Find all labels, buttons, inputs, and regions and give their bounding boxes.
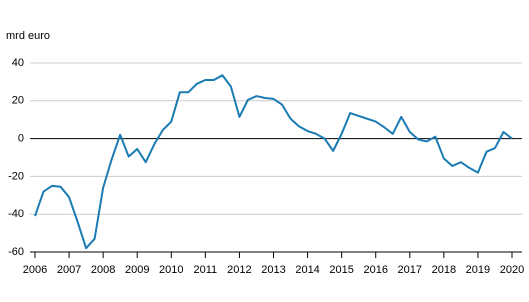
x-tick-label: 2013 (261, 264, 285, 276)
x-tick-label: 2014 (295, 264, 319, 276)
y-tick-label: 0 (18, 133, 24, 145)
x-tick-label: 2019 (466, 264, 490, 276)
x-tick-label: 2018 (432, 264, 456, 276)
line (34, 74, 513, 250)
x-tick-label: 2006 (23, 264, 47, 276)
x-tick-label: 2016 (363, 264, 387, 276)
y-axis-label: mrd euro (6, 30, 50, 42)
x-tick-label: 2017 (398, 264, 422, 276)
x-tick-label: 2009 (125, 264, 149, 276)
x-tick-label: 2012 (227, 264, 251, 276)
x-tick-label: 2007 (57, 264, 81, 276)
x-tick-label: 2011 (194, 264, 218, 276)
x-tick-label: 2015 (329, 264, 353, 276)
y-tick-label: -20 (8, 170, 24, 182)
x-tick-label: 2020 (500, 264, 524, 276)
y-tick-label: -40 (8, 208, 24, 220)
y-tick-label: 20 (12, 95, 24, 107)
x-tick-label: 2010 (159, 264, 183, 276)
y-tick-label: 40 (12, 57, 24, 69)
x-tick-label: 2008 (91, 264, 115, 276)
y-tick-label: -60 (8, 246, 24, 258)
